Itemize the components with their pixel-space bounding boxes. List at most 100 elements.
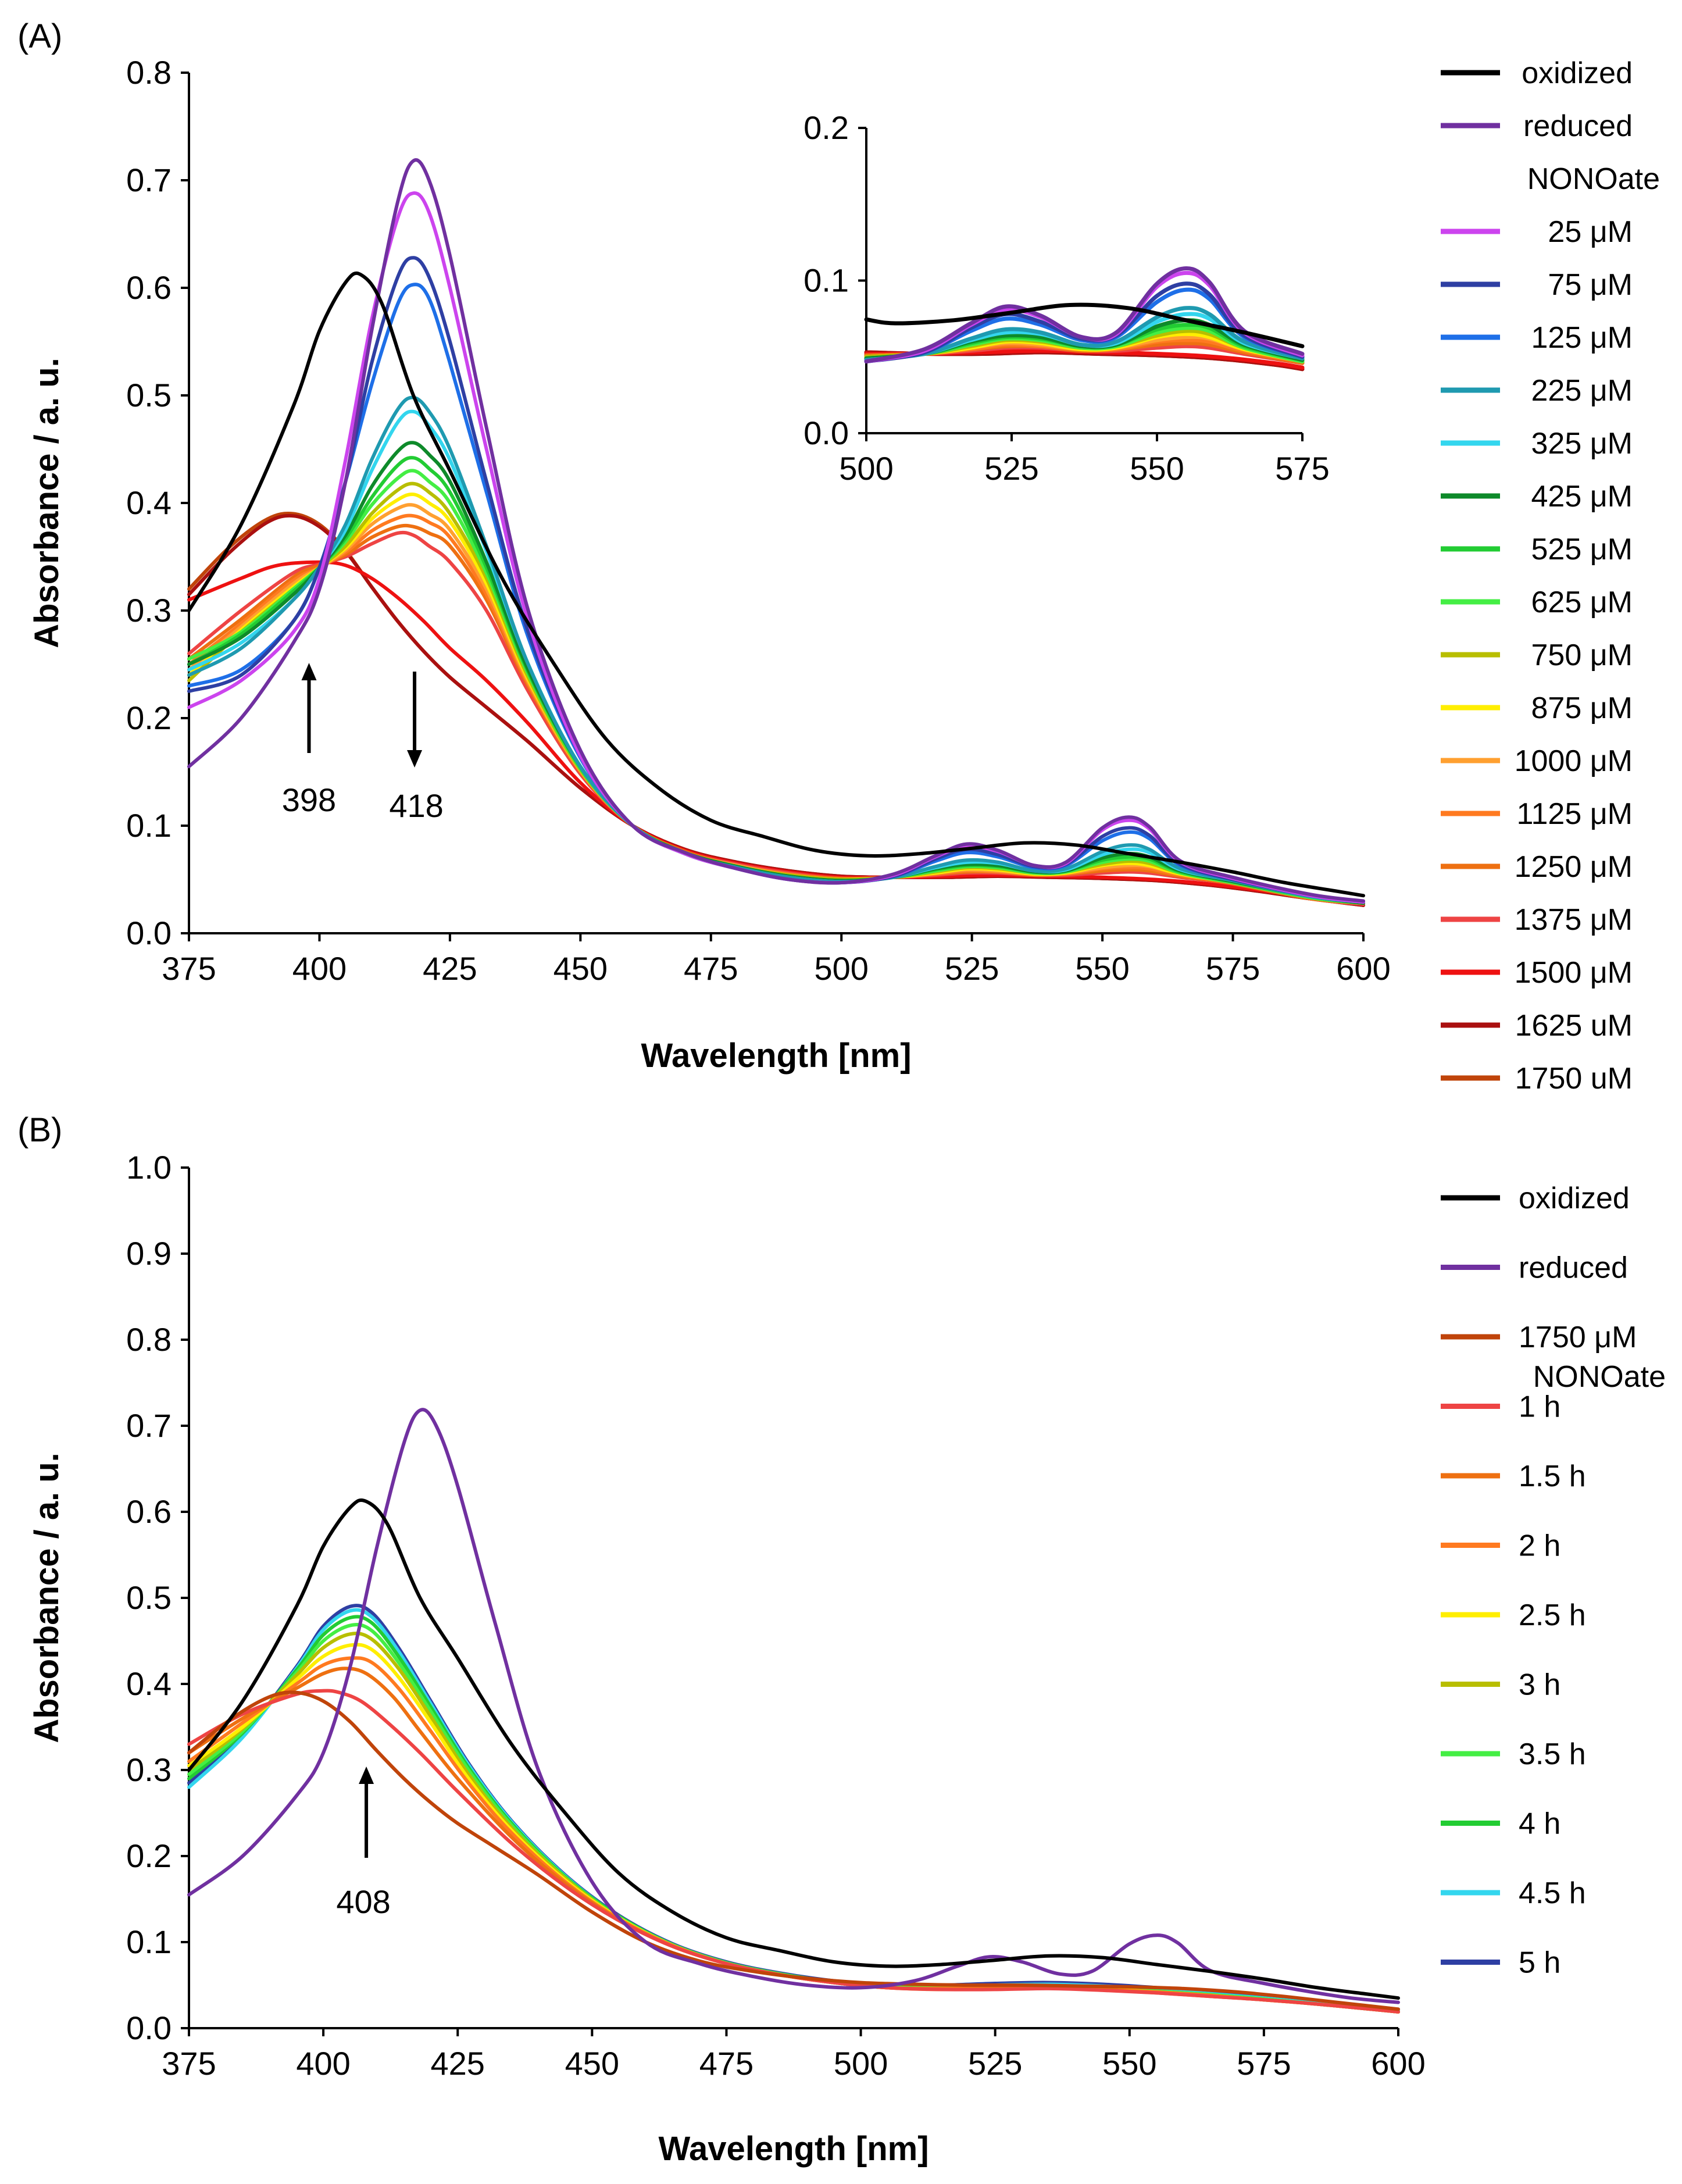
a-x-tick-label: 550 — [1075, 950, 1129, 987]
b-x-tick-label: 475 — [699, 2045, 753, 2082]
a-y-tick-label: 0.0 — [126, 915, 172, 951]
b-x-tick-label: 500 — [834, 2045, 888, 2082]
b-y-tick-label: 0.3 — [126, 1751, 172, 1788]
a-legend-header: NONOate — [1527, 162, 1660, 196]
a-x-tick-label: 575 — [1206, 950, 1260, 987]
b-arrow-408-head — [359, 1767, 374, 1784]
inset-y-tick-label: 0.0 — [803, 415, 849, 451]
a-legend-label: 125 μM — [1531, 321, 1633, 355]
a-x-tick-label: 400 — [292, 950, 347, 987]
a-y-tick-label: 0.7 — [126, 162, 172, 198]
inset-x-tick-label: 525 — [984, 450, 1038, 487]
b-x-tick-label: 400 — [296, 2045, 350, 2082]
panel-b: (B) 0.0 0.1 0.2 0.3 0.4 0.5 0.6 0.7 0.8 0.9 1.0 375 4… — [17, 1111, 1666, 2168]
panel-b-label: (B) — [17, 1111, 62, 1149]
a-legend-label: 1125 μM — [1516, 797, 1633, 831]
a-inset: 0.0 0.1 0.2 500 525 550 575 — [803, 109, 1330, 487]
a-x-tick-label: 525 — [945, 950, 999, 987]
a-legend-label: 750 μM — [1531, 638, 1633, 672]
b-legend-label: 4.5 h — [1519, 1876, 1586, 1910]
a-legend-label: oxidized — [1522, 56, 1633, 90]
a-legend-label: 525 μM — [1531, 533, 1633, 566]
a-y-tick-label: 0.5 — [126, 377, 172, 413]
a-arrow-398-head — [301, 663, 317, 680]
a-y-tick-label: 0.8 — [126, 54, 172, 91]
b-y-tick-label: 0.5 — [126, 1579, 172, 1616]
b-y-tick-label: 1.0 — [126, 1149, 172, 1186]
a-arrow-418-head — [407, 750, 423, 768]
b-x-tick-label: 450 — [565, 2045, 619, 2082]
b-legend-label: 1 h — [1519, 1390, 1560, 1424]
b-y-tick-label: 0.4 — [126, 1665, 172, 1702]
a-x-tick-label: 450 — [553, 950, 608, 987]
a-x-axis-title: Wavelength [nm] — [641, 1037, 911, 1075]
b-y-tick-label: 0.8 — [126, 1321, 172, 1358]
a-annotation-418: 418 — [389, 787, 443, 824]
a-y-tick-label: 0.2 — [126, 700, 172, 736]
b-legend-label: 1750 μM — [1519, 1321, 1637, 1354]
inset-x-tick-label: 575 — [1275, 450, 1329, 487]
a-x-tick-label: 375 — [162, 950, 216, 987]
a-legend-label: 225 μM — [1531, 374, 1633, 408]
b-legend-label: 3 h — [1519, 1668, 1560, 1702]
b-x-tick-label: 525 — [968, 2045, 1022, 2082]
a-series-line — [187, 271, 1365, 898]
a-y-axis-title: Absorbance / a. u. — [28, 358, 66, 648]
b-x-tick-label: 600 — [1371, 2045, 1425, 2082]
a-legend-label: 1500 μM — [1515, 956, 1633, 990]
b-legend-label: 3.5 h — [1519, 1737, 1586, 1771]
a-y-tick-label: 0.1 — [126, 807, 172, 844]
a-legend-label: reduced — [1523, 109, 1633, 143]
b-legend-label: 4 h — [1519, 1807, 1560, 1841]
a-legend-label: 75 μM — [1548, 268, 1633, 302]
b-series-line — [187, 1690, 1400, 2011]
b-y-axis-title: Absorbance / a. u. — [28, 1453, 66, 1743]
b-legend-subtitle: NONOate — [1533, 1360, 1666, 1394]
a-legend-label: 1750 uM — [1515, 1062, 1633, 1095]
b-x-tick-label: 575 — [1237, 2045, 1291, 2082]
panel-a-label: (A) — [17, 17, 62, 55]
b-y-tick-label: 0.6 — [126, 1493, 172, 1530]
b-y-tick-label: 0.0 — [126, 2010, 172, 2046]
a-x-tick-label: 500 — [815, 950, 869, 987]
inset-series-line — [864, 266, 1305, 364]
b-legend-label: 1.5 h — [1519, 1459, 1586, 1493]
b-x-tick-label: 425 — [431, 2045, 485, 2082]
b-series-line — [187, 1689, 1400, 2014]
inset-x-tick-label: 550 — [1130, 450, 1184, 487]
a-x-tick-label: 475 — [684, 950, 738, 987]
panel-a: (A) 0.0 0.1 0.2 0.3 0.4 0.5 0.6 0.7 0.8 375 400 425 4… — [17, 17, 1660, 1095]
a-y-tick-label: 0.3 — [126, 592, 172, 629]
inset-series-line — [864, 302, 1305, 348]
a-legend-label: 1000 μM — [1515, 744, 1633, 778]
b-y-tick-label: 0.1 — [126, 1924, 172, 1960]
a-y-tick-label: 0.4 — [126, 484, 172, 521]
a-series-line — [187, 158, 1365, 903]
a-legend-label: 1375 μM — [1515, 903, 1633, 937]
inset-y-tick-label: 0.1 — [803, 262, 849, 299]
inset-series-line — [864, 306, 1305, 362]
inset-y-tick-label: 0.2 — [803, 109, 849, 146]
a-legend: oxidized reduced NONOate 25 μM 75 μM 125 μM 22… — [1441, 56, 1660, 1095]
b-legend-label: 2 h — [1519, 1529, 1560, 1563]
b-series-line — [187, 1498, 1400, 2000]
b-legend-label: 2.5 h — [1519, 1598, 1586, 1632]
a-legend-label: 425 μM — [1531, 480, 1633, 513]
b-legend-label: 5 h — [1519, 1946, 1560, 1980]
b-legend-label: oxidized — [1519, 1182, 1630, 1215]
a-legend-label: 1250 μM — [1515, 850, 1633, 884]
b-legend-label: reduced — [1519, 1251, 1628, 1285]
b-x-axis-title: Wavelength [nm] — [658, 2130, 929, 2168]
a-y-tick-label: 0.6 — [126, 269, 172, 306]
b-y-tick-label: 0.2 — [126, 1837, 172, 1874]
b-y-tick-label: 0.9 — [126, 1235, 172, 1272]
b-x-tick-label: 375 — [162, 2045, 216, 2082]
a-legend-label: 625 μM — [1531, 586, 1633, 619]
a-legend-label: 1625 uM — [1515, 1009, 1633, 1043]
a-x-tick-label: 600 — [1336, 950, 1390, 987]
a-legend-label: 25 μM — [1548, 215, 1633, 249]
a-x-tick-label: 425 — [423, 950, 477, 987]
